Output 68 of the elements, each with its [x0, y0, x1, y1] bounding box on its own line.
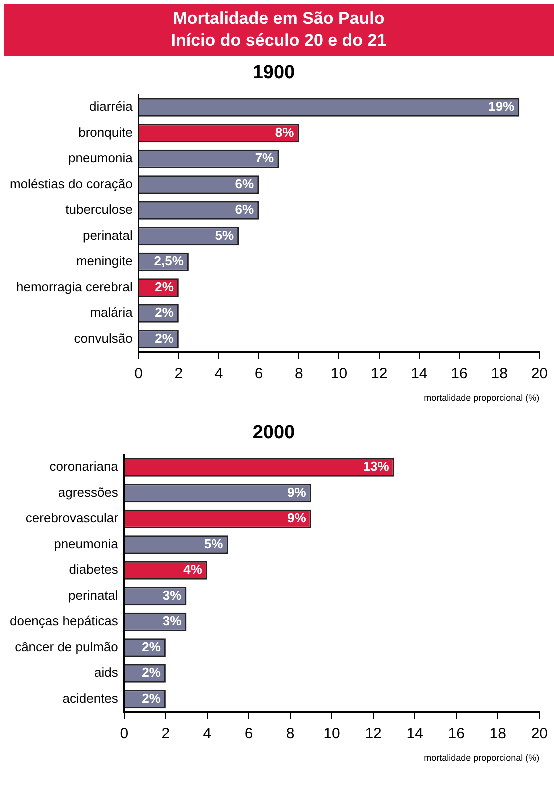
data-label: 2,5%: [154, 254, 184, 269]
data-label: 9%: [287, 510, 307, 526]
x-tick-label: 4: [214, 365, 224, 382]
data-label: 13%: [363, 459, 390, 474]
y-tick-label: aids: [94, 665, 119, 680]
y-tick-label: perinatal: [68, 588, 119, 603]
x-tick-label: 12: [370, 365, 388, 382]
x-tick-label: 8: [294, 365, 304, 382]
chart-title: 1900: [252, 62, 296, 84]
y-tick-label: convulsão: [74, 330, 133, 346]
y-tick-label: bronquite: [78, 124, 133, 140]
data-label: 6%: [235, 176, 255, 192]
y-tick-label: pneumonia: [54, 536, 120, 552]
x-tick-label: 8: [286, 725, 295, 742]
data-label: 8%: [275, 124, 295, 140]
x-tick-label: 0: [134, 365, 144, 382]
data-label: 2%: [142, 639, 162, 654]
data-label: 2%: [142, 690, 162, 706]
x-tick-label: 16: [448, 725, 465, 742]
x-axis-title: mortalidade proporcional (%): [424, 753, 540, 764]
data-label: 5%: [215, 228, 234, 243]
x-tick-label: 6: [244, 725, 254, 742]
x-tick-label: 20: [531, 725, 548, 742]
y-tick-label: câncer de pulmão: [15, 639, 118, 654]
x-tick-label: 18: [490, 725, 506, 742]
y-tick-label: acidentes: [62, 690, 119, 706]
data-label: 2%: [155, 305, 174, 320]
data-label: 7%: [255, 150, 275, 166]
text: Mortalidade em São Paulo: [172, 8, 386, 30]
y-tick-label: cerebrovascular: [26, 510, 120, 526]
x-tick-label: 10: [330, 365, 348, 382]
x-tick-label: 0: [120, 725, 129, 742]
x-tick-label: 2: [174, 365, 184, 382]
data-label: 4%: [184, 562, 203, 578]
data-label: 6%: [235, 202, 255, 218]
chart-title: 2000: [252, 422, 296, 444]
y-tick-label: coronariana: [50, 459, 120, 474]
y-tick-label: doenças hepáticas: [10, 614, 119, 629]
y-tick-label: diarréia: [89, 99, 134, 114]
data-label: 3%: [162, 588, 182, 603]
text: Início do século 20 e do 21: [170, 30, 388, 52]
y-tick-label: agressões: [58, 484, 119, 500]
x-tick-label: 18: [491, 365, 508, 382]
y-tick-label: moléstias do coração: [10, 176, 133, 192]
x-tick-label: 2: [162, 725, 170, 742]
x-tick-label: 20: [531, 365, 548, 382]
x-tick-label: 10: [324, 725, 340, 742]
x-tick-label: 12: [365, 725, 382, 742]
data-label: 19%: [488, 99, 516, 114]
x-axis-title: mortalidade proporcional (%): [424, 393, 540, 404]
data-label: 9%: [287, 484, 307, 500]
y-tick-label: diabetes: [69, 562, 119, 578]
x-tick-label: 16: [451, 365, 468, 382]
data-label: 5%: [204, 536, 224, 552]
data-label: 2%: [155, 330, 174, 346]
x-tick-label: 14: [411, 365, 428, 382]
y-tick-label: malária: [90, 305, 134, 320]
data-label: 2%: [155, 279, 174, 294]
x-tick-label: 6: [254, 365, 264, 382]
y-tick-label: pneumonia: [68, 150, 134, 166]
x-tick-label: 4: [203, 725, 212, 742]
y-tick-label: meningite: [76, 254, 133, 269]
x-tick-label: 14: [406, 725, 424, 742]
y-tick-label: perinatal: [82, 228, 133, 243]
y-tick-label: tuberculose: [66, 202, 133, 218]
data-label: 2%: [142, 665, 162, 680]
data-label: 3%: [162, 614, 182, 629]
y-tick-label: hemorragia cerebral: [16, 279, 133, 294]
